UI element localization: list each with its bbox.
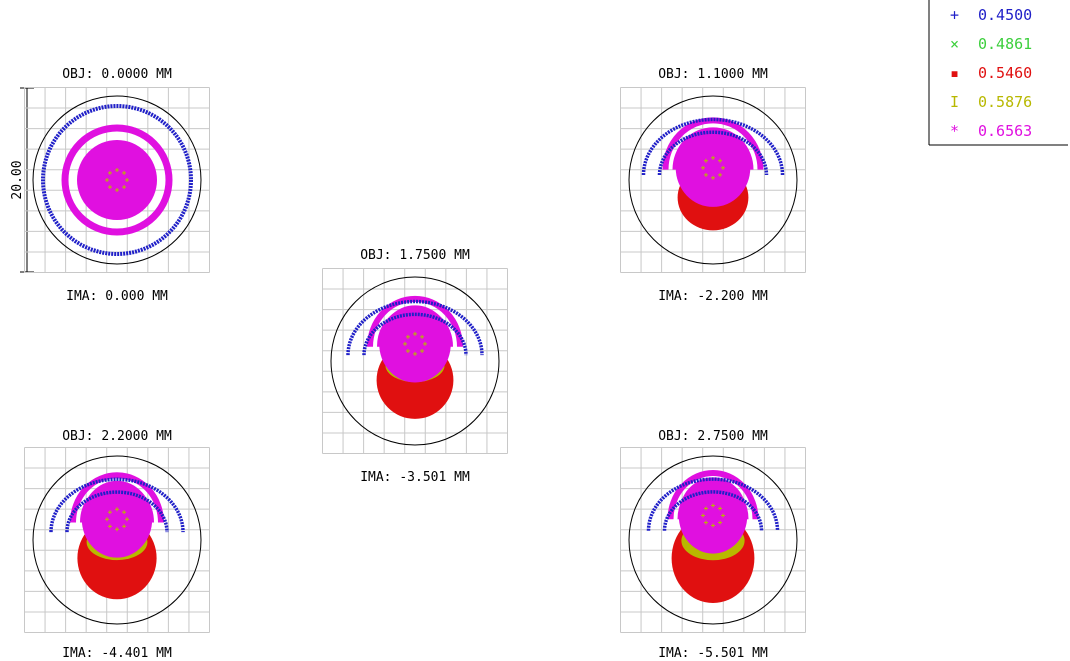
obj-label: OBJ: 1.1000 MM bbox=[658, 67, 768, 82]
legend-entry-4: I 0.5876 bbox=[950, 93, 1032, 111]
legend-label-5: 0.6563 bbox=[978, 122, 1032, 140]
legend-label-2: 0.4861 bbox=[978, 35, 1032, 53]
spot-magenta-arc bbox=[677, 480, 749, 520]
spot-magenta-arc bbox=[377, 305, 453, 347]
ima-label: IMA: 0.000 MM bbox=[66, 289, 168, 304]
spot-magenta-arc bbox=[667, 470, 759, 520]
spot-magenta-arc bbox=[672, 127, 754, 170]
legend-entry-5: * 0.6563 bbox=[950, 122, 1032, 140]
spot-blue-ring bbox=[41, 104, 193, 256]
spot-blue-arc bbox=[657, 130, 769, 176]
spot-plot bbox=[322, 268, 508, 454]
spot-center-points bbox=[403, 331, 427, 356]
spot-magenta-core bbox=[379, 305, 451, 383]
spot-center-points bbox=[701, 503, 725, 528]
legend-marker-4: I bbox=[950, 93, 959, 111]
legend-marker-1: + bbox=[950, 6, 959, 24]
spot-center-points bbox=[105, 507, 129, 532]
legend-label-3: 0.5460 bbox=[978, 64, 1032, 82]
legend-label-4: 0.5876 bbox=[978, 93, 1032, 111]
spot-panel-field-4: OBJ: 2.2000 MM IMA: -4.401 MM bbox=[24, 429, 210, 661]
airy-disk-circle bbox=[330, 276, 500, 446]
spot-plot bbox=[620, 447, 806, 633]
spot-panel-field-1: OBJ: 0.0000 MM IMA: 0.000 MM bbox=[24, 67, 210, 304]
spot-magenta-core bbox=[675, 128, 751, 207]
spot-magenta-arc bbox=[80, 482, 154, 523]
obj-label: OBJ: 1.7500 MM bbox=[360, 248, 470, 263]
spot-plot bbox=[620, 87, 806, 273]
obj-label: OBJ: 2.2000 MM bbox=[62, 429, 172, 444]
spot-magenta-arc bbox=[367, 296, 463, 347]
spot-magenta-core bbox=[678, 477, 748, 554]
legend-entry-2: × 0.4861 bbox=[950, 35, 1032, 53]
scale-bar: 20.00 bbox=[10, 87, 34, 273]
spot-blue-arc bbox=[362, 312, 468, 356]
spot-magenta-core bbox=[81, 480, 153, 558]
legend-marker-3: ▪ bbox=[950, 64, 959, 82]
airy-disk-circle bbox=[628, 95, 798, 265]
legend-marker-5: * bbox=[950, 122, 959, 140]
legend-entry-1: + 0.4500 bbox=[950, 6, 1032, 24]
spot-plot bbox=[24, 87, 210, 273]
legend-marker-2: × bbox=[950, 35, 959, 53]
spot-blue-arc bbox=[49, 477, 185, 533]
spot-blue-arc bbox=[65, 490, 169, 533]
spot-center-points bbox=[105, 168, 129, 192]
ima-label: IMA: -3.501 MM bbox=[360, 470, 470, 485]
spot-blue-arc bbox=[346, 299, 484, 356]
spot-blue-arc bbox=[646, 477, 780, 531]
airy-disk-circle bbox=[32, 95, 202, 265]
spot-panel-field-5: OBJ: 2.7500 MM IMA: -5.501 MM bbox=[620, 429, 806, 661]
obj-label: OBJ: 0.0000 MM bbox=[62, 67, 172, 82]
spot-magenta-core bbox=[77, 140, 157, 220]
obj-label: OBJ: 2.7500 MM bbox=[658, 429, 768, 444]
legend-label-1: 0.4500 bbox=[978, 6, 1032, 24]
spot-plot bbox=[24, 447, 210, 633]
ima-label: IMA: -4.401 MM bbox=[62, 646, 172, 661]
spot-panel-field-2: OBJ: 1.1000 MM IMA: -2.200 MM bbox=[620, 67, 806, 304]
ima-label: IMA: -2.200 MM bbox=[658, 289, 768, 304]
spot-panel-field-3: OBJ: 1.7500 MM IMA: -3.501 MM bbox=[322, 248, 508, 485]
airy-disk-circle bbox=[32, 455, 202, 625]
ima-label: IMA: -5.501 MM bbox=[658, 646, 768, 661]
spot-magenta-arc bbox=[70, 472, 164, 523]
spot-magenta-ring bbox=[61, 124, 173, 236]
airy-disk-circle bbox=[628, 455, 798, 625]
spot-center-points bbox=[701, 155, 725, 180]
legend: + 0.4500 × 0.4861 ▪ 0.5460 I 0.5876 * 0.… bbox=[928, 0, 1068, 146]
spot-magenta-arc bbox=[662, 117, 764, 170]
scale-bar-label: 20.00 bbox=[10, 160, 25, 199]
legend-entry-3: ▪ 0.5460 bbox=[950, 64, 1032, 82]
